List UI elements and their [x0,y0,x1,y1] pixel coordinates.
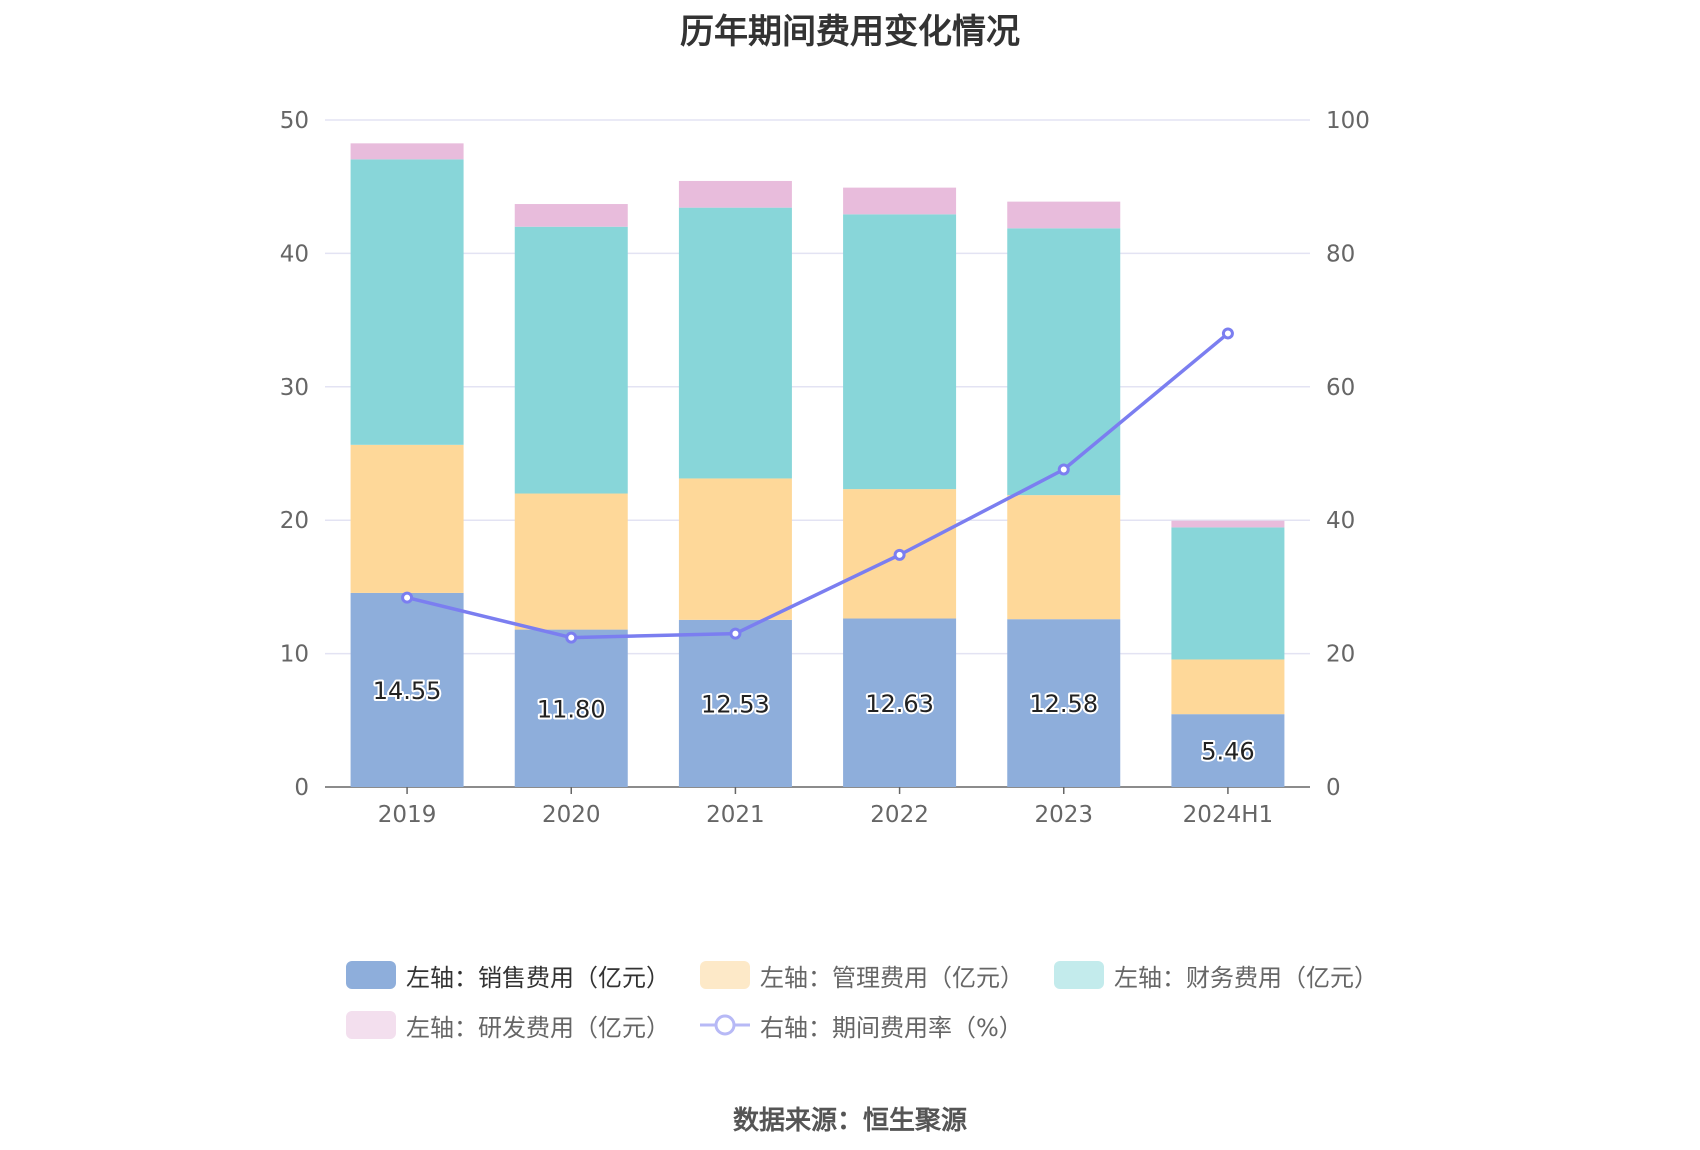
x-tick-label: 2023 [1034,802,1093,828]
legend-swatch-admin [700,961,750,989]
bar-3-2022 [843,187,957,215]
bar-2-2021 [678,207,792,479]
legend-item-sales[interactable]: 左轴：销售费用（亿元） [346,958,670,993]
y-left-tick-label: 10 [280,642,309,668]
legend-item-rd[interactable]: 左轴：研发费用（亿元） [346,1008,670,1043]
bar-3-2020 [514,204,628,227]
bar-2-2020 [514,226,628,494]
line-point-2019 [401,591,414,604]
bar-1-2023 [1007,495,1121,620]
legend-swatch-sales [346,961,396,989]
bar-3-2024H1 [1171,520,1285,528]
bar-3-2021 [678,180,792,208]
bar-1-2021 [678,478,792,620]
y-left-tick-label: 50 [280,108,309,134]
legend-label-rd: 左轴：研发费用（亿元） [406,1013,670,1042]
y-left-tick-label: 40 [280,241,309,267]
line-point-2021 [729,627,742,640]
bar-1-2024H1 [1171,659,1285,715]
bar-0-2024H1 [1171,714,1285,787]
line-point-2020 [565,631,578,644]
line-rate-series [406,332,1230,640]
y-right-tick-label: 20 [1326,642,1355,668]
y-right-tick-label: 40 [1326,508,1355,534]
bar-0-2022 [843,618,957,787]
y-right-tick-label: 100 [1326,108,1370,134]
x-tick-label: 2021 [706,802,765,828]
legend: 左轴：销售费用（亿元） 左轴：管理费用（亿元） 左轴：财务费用（亿元） 左轴：研… [346,950,1396,1050]
legend-line-icon [700,1014,750,1036]
line-point-2022 [893,548,906,561]
line-point-2024H1 [1221,327,1234,340]
x-tick-label: 2022 [870,802,929,828]
legend-label-admin: 左轴：管理费用（亿元） [760,963,1024,992]
legend-row-2: 左轴：研发费用（亿元） 右轴：期间费用率（%） [346,1000,1396,1050]
data-label: 5.46 [1201,738,1254,766]
legend-item-finance[interactable]: 左轴：财务费用（亿元） [1054,958,1378,993]
y-left-tick-label: 30 [280,375,309,401]
y-right-tick-label: 60 [1326,375,1355,401]
legend-label-sales: 左轴：销售费用（亿元） [406,963,670,992]
x-tick-label: 2019 [378,802,437,828]
bar-0-2020 [514,629,628,787]
legend-item-rate[interactable]: 右轴：期间费用率（%） [700,1008,1023,1043]
data-label: 12.58 [1029,690,1098,718]
line-point-2023 [1057,463,1070,476]
y-left-tick-label: 20 [280,508,309,534]
x-tick-label: 2024H1 [1183,802,1273,828]
data-label: 12.63 [865,690,934,718]
bar-2-2019 [350,159,464,445]
data-label: 11.80 [537,695,606,723]
axis-layer: 0 10 20 30 40 50 0 20 40 60 80 100 2019 2020 2021 2022 2… [280,108,1370,828]
source-note: 数据来源：恒生聚源 [732,1106,967,1136]
data-label: 12.53 [701,690,770,718]
legend-label-rate: 右轴：期间费用率（%） [760,1013,1023,1042]
label-layer: 14.55 11.80 12.53 12.63 12.58 5.46 [371,675,1257,768]
bar-0-2023 [1007,619,1121,787]
legend-item-admin[interactable]: 左轴：管理费用（亿元） [700,958,1024,993]
bar-0-2019 [350,592,464,787]
legend-swatch-finance [1054,961,1104,989]
chart-title: 历年期间费用变化情况 [680,12,1020,52]
grid-layer [325,119,1310,655]
bar-1-2019 [350,444,464,593]
y-left-tick-label: 0 [294,775,309,801]
bar-3-2019 [350,143,464,160]
legend-label-finance: 左轴：财务费用（亿元） [1114,963,1378,992]
bar-2-2023 [1007,228,1121,496]
legend-row-1: 左轴：销售费用（亿元） 左轴：管理费用（亿元） 左轴：财务费用（亿元） [346,950,1396,1000]
y-right-tick-label: 80 [1326,241,1355,267]
data-label: 14.55 [373,677,442,705]
legend-swatch-rd [346,1011,396,1039]
bar-2-2024H1 [1171,527,1285,660]
y-right-tick-label: 0 [1326,775,1341,801]
bar-layer [350,143,1285,787]
bar-2-2022 [843,214,957,490]
bar-1-2020 [514,493,628,630]
line-layer [401,327,1234,644]
bar-0-2021 [678,619,792,787]
bar-3-2023 [1007,201,1121,229]
x-tick-label: 2020 [542,802,601,828]
